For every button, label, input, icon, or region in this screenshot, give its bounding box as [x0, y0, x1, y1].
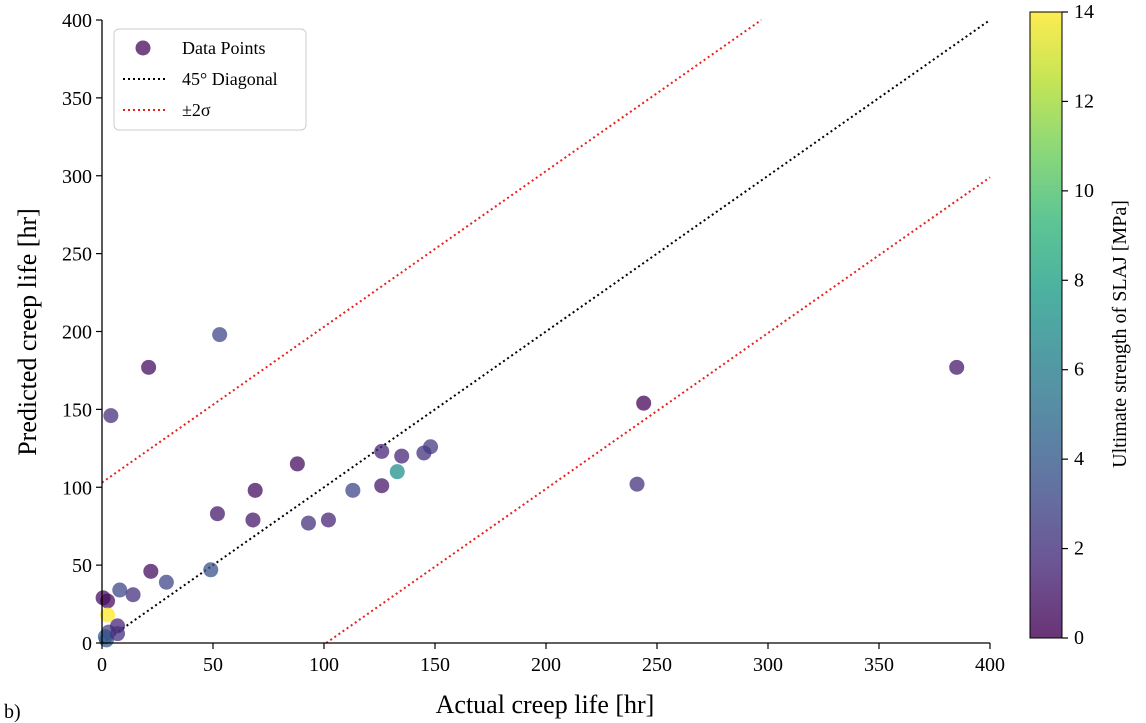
colorbar-tick-label: 4 — [1074, 448, 1084, 470]
x-axis-title: Actual creep life [hr] — [436, 690, 655, 719]
data-point — [110, 626, 126, 642]
y-tick-label: 400 — [62, 10, 92, 32]
data-point — [209, 506, 225, 522]
data-point — [125, 587, 141, 603]
x-tick-label: 150 — [420, 654, 450, 676]
x-tick-label: 200 — [531, 654, 561, 676]
x-tick-label: 50 — [203, 654, 223, 676]
legend-box — [113, 28, 307, 131]
x-tick-label: 400 — [975, 654, 1005, 676]
sigma-band-line — [325, 176, 991, 644]
y-tick-label: 50 — [72, 555, 92, 577]
y-axis-title: Predicted creep life [hr] — [13, 208, 42, 456]
data-point — [158, 574, 174, 590]
sigma-band-line — [101, 19, 762, 484]
data-point — [300, 515, 316, 531]
data-point — [949, 359, 965, 375]
data-point — [100, 593, 116, 609]
legend-label-data-points: Data Points — [182, 38, 266, 58]
data-point — [247, 482, 263, 498]
legend-label-sigma-band: ±2σ — [182, 100, 211, 120]
data-point — [423, 439, 439, 455]
colorbar-tick-label: 12 — [1074, 90, 1094, 112]
y-tick-label: 300 — [62, 166, 92, 188]
colorbar-tick-label: 10 — [1074, 180, 1094, 202]
colorbar-tick-label: 14 — [1074, 1, 1094, 23]
x-tick-label: 350 — [864, 654, 894, 676]
y-tick-label: 250 — [62, 244, 92, 266]
colorbar-tick-label: 0 — [1074, 627, 1084, 649]
data-point — [629, 476, 645, 492]
x-tick-label: 250 — [642, 654, 672, 676]
data-point — [394, 448, 410, 464]
data-point — [345, 482, 361, 498]
colorbar-ticks: 0 2 4 6 8 10 12 14 — [1062, 1, 1094, 649]
x-tick-label: 100 — [309, 654, 339, 676]
x-tick-label: 300 — [753, 654, 783, 676]
data-point — [103, 408, 119, 424]
data-point — [203, 562, 219, 578]
data-point — [100, 607, 116, 623]
legend-marker-data-points — [135, 40, 151, 56]
y-tick-label: 150 — [62, 399, 92, 421]
colorbar-tick-label: 8 — [1074, 269, 1084, 291]
data-point — [112, 582, 128, 598]
x-tick-label: 0 — [97, 654, 107, 676]
data-point — [374, 478, 390, 494]
y-tick-label: 200 — [62, 322, 92, 344]
colorbar — [1029, 11, 1063, 639]
data-point — [245, 512, 261, 528]
reference-lines — [101, 19, 991, 644]
panel-label: b) — [4, 701, 21, 723]
x-axis-ticks: 0 50 100 150 200 250 300 350 400 — [97, 643, 1005, 676]
colorbar-tick-label: 2 — [1074, 538, 1084, 560]
data-point — [289, 456, 305, 472]
data-points — [95, 327, 965, 648]
data-point — [141, 359, 157, 375]
legend: Data Points 45° Diagonal ±2σ — [113, 28, 307, 131]
diagonal-line — [101, 19, 991, 644]
legend-label-diagonal: 45° Diagonal — [182, 69, 278, 89]
y-tick-label: 100 — [62, 477, 92, 499]
data-point — [374, 443, 390, 459]
data-point — [320, 512, 336, 528]
colorbar-title: Ultimate strength of SLAJ [MPa] — [1109, 200, 1131, 468]
data-point — [212, 327, 228, 343]
data-point — [389, 464, 405, 480]
colorbar-tick-label: 6 — [1074, 359, 1084, 381]
data-point — [143, 563, 159, 579]
y-tick-label: 350 — [62, 88, 92, 110]
y-axis-ticks: 0 50 100 150 200 250 300 350 400 — [62, 10, 102, 655]
y-tick-label: 0 — [82, 633, 92, 655]
data-point — [636, 395, 652, 411]
